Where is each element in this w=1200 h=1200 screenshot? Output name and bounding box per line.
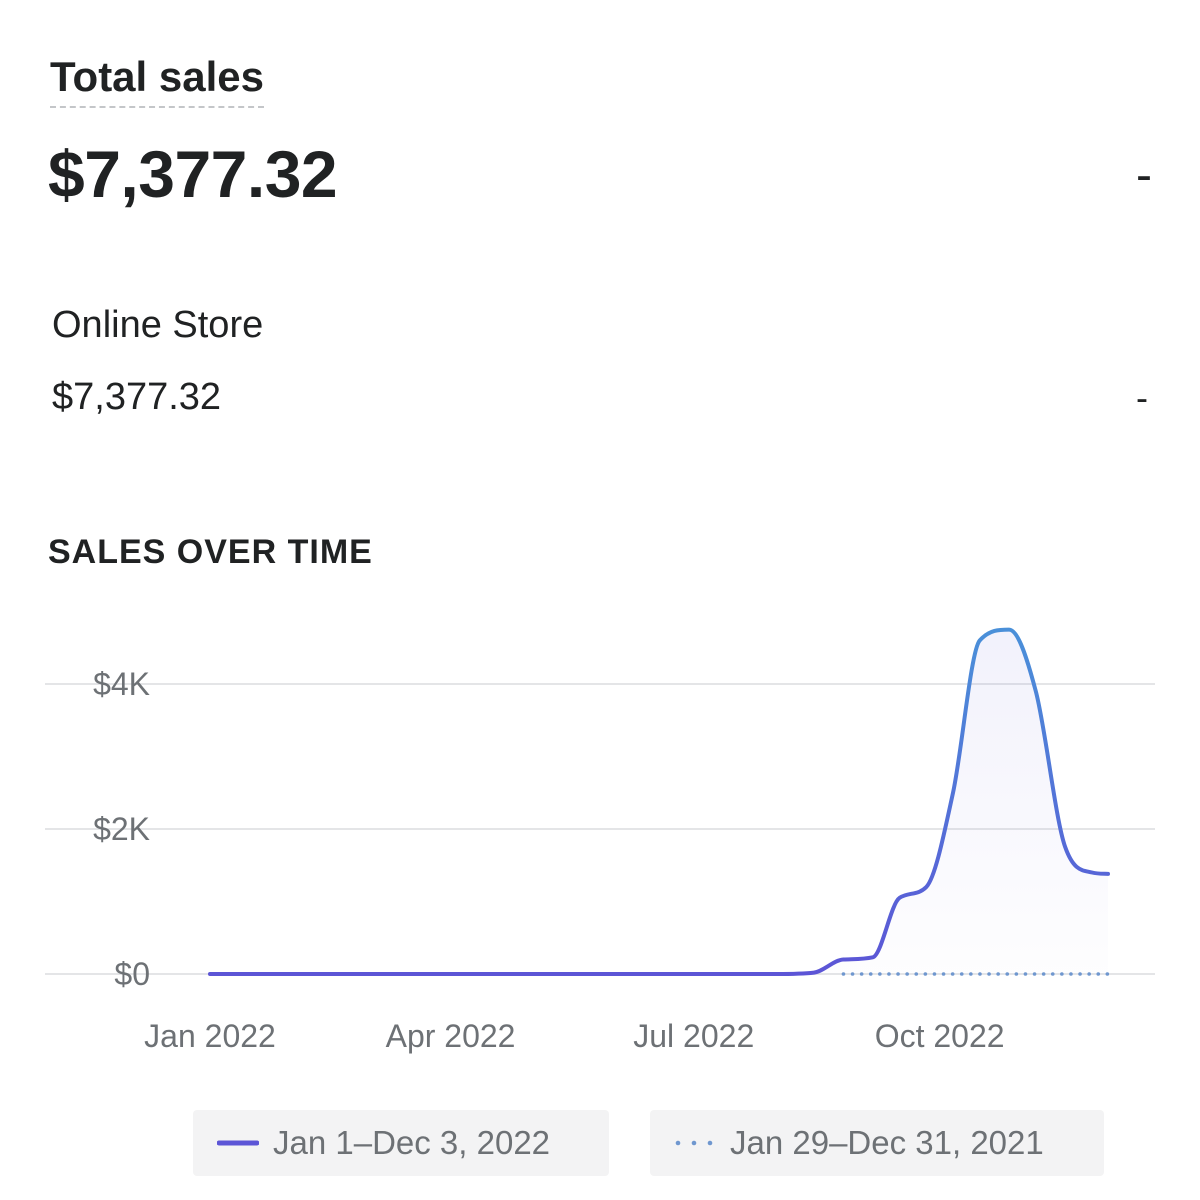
solid-line-swatch-icon [217,1140,259,1146]
series-line-current-period [208,627,1110,977]
sales-over-time-chart: $0 $2K $4K Jan 2022 Apr 2022 Jul 2022 Oct 202… [45,627,1155,1054]
x-tick-label: Jan 2022 [144,1018,276,1054]
x-tick-label: Apr 2022 [386,1018,516,1054]
total-sales-value: $7,377.32 [48,137,338,211]
sales-over-time-heading: SALES OVER TIME [48,533,373,571]
legend-label-current-period: Jan 1–Dec 3, 2022 [273,1124,551,1161]
total-sales-change: - [1136,149,1152,202]
legend-item-previous-period[interactable]: Jan 29–Dec 31, 2021 [650,1110,1104,1176]
series-area-fill [210,629,1108,974]
y-tick-label: $4K [93,666,150,702]
x-axis-ticks: Jan 2022 Apr 2022 Jul 2022 Oct 2022 [144,1018,1004,1054]
y-tick-label: $0 [114,956,150,992]
legend-label-previous-period: Jan 29–Dec 31, 2021 [730,1124,1044,1161]
x-tick-label: Oct 2022 [875,1018,1005,1054]
channel-name-online-store: Online Store [52,304,264,346]
y-axis-ticks: $0 $2K $4K [93,666,150,992]
channel-sales-value: $7,377.32 [52,376,222,418]
total-sales-title[interactable]: Total sales [50,52,264,108]
legend-item-current-period[interactable]: Jan 1–Dec 3, 2022 [193,1110,609,1176]
y-tick-label: $2K [93,811,150,847]
channel-sales-change: - [1136,377,1148,418]
dotted-line-swatch-icon [675,1140,713,1146]
x-tick-label: Jul 2022 [633,1018,754,1054]
